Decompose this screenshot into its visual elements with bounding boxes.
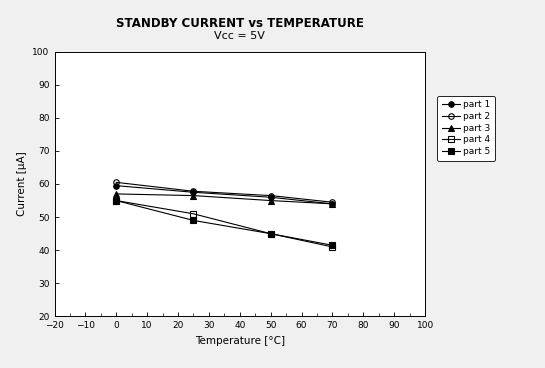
part 4 xyxy=(268,231,274,236)
part 2 xyxy=(190,189,197,194)
part 2 xyxy=(268,193,274,198)
part 5 xyxy=(113,198,119,203)
Legend: part 1, part 2, part 3, part 4, part 5: part 1, part 2, part 3, part 4, part 5 xyxy=(437,96,495,161)
Line: part 5: part 5 xyxy=(113,198,335,248)
part 3 xyxy=(113,192,119,196)
part 2 xyxy=(329,200,336,204)
part 2 xyxy=(113,180,119,184)
part 1 xyxy=(190,190,197,194)
Line: part 3: part 3 xyxy=(113,191,335,207)
Text: Vcc = 5V: Vcc = 5V xyxy=(214,31,265,41)
part 1 xyxy=(329,202,336,206)
Text: STANDBY CURRENT vs TEMPERATURE: STANDBY CURRENT vs TEMPERATURE xyxy=(116,17,364,29)
Line: part 4: part 4 xyxy=(113,198,335,250)
Line: part 2: part 2 xyxy=(113,180,335,205)
part 4 xyxy=(329,245,336,249)
X-axis label: Temperature [°C]: Temperature [°C] xyxy=(195,336,285,346)
Line: part 1: part 1 xyxy=(113,183,335,207)
part 3 xyxy=(329,202,336,206)
part 5 xyxy=(329,243,336,247)
Y-axis label: Current [μA]: Current [μA] xyxy=(17,152,27,216)
part 3 xyxy=(190,193,197,198)
part 1 xyxy=(113,183,119,188)
part 5 xyxy=(190,218,197,223)
part 1 xyxy=(268,195,274,199)
part 3 xyxy=(268,198,274,203)
part 5 xyxy=(268,231,274,236)
part 4 xyxy=(190,212,197,216)
part 4 xyxy=(113,198,119,203)
